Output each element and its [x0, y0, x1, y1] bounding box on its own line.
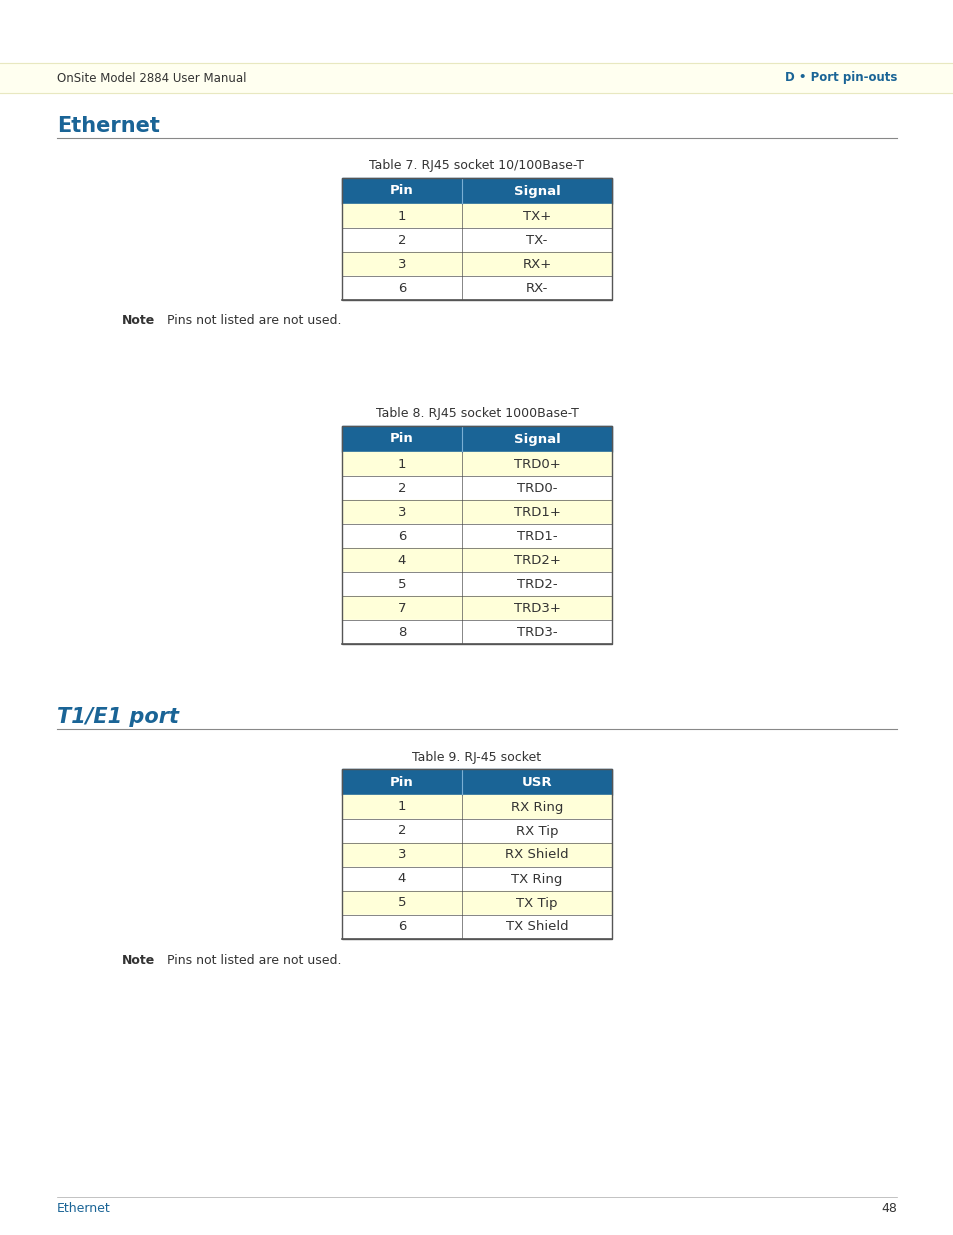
Text: D • Port pin-outs: D • Port pin-outs — [783, 72, 896, 84]
Bar — [341, 178, 612, 300]
Text: 3: 3 — [397, 505, 406, 519]
Bar — [341, 475, 612, 500]
Text: Ethernet: Ethernet — [57, 116, 160, 136]
Bar — [341, 275, 612, 300]
Text: RX+: RX+ — [522, 258, 551, 270]
Bar — [341, 867, 612, 890]
Text: Pin: Pin — [390, 184, 414, 198]
Text: RX Ring: RX Ring — [510, 800, 562, 814]
Text: TRD2+: TRD2+ — [513, 553, 559, 567]
Text: TRD3-: TRD3- — [517, 625, 557, 638]
Bar — [341, 795, 612, 819]
Bar — [0, 63, 953, 93]
Text: T1/E1 port: T1/E1 port — [57, 706, 179, 727]
Text: 5: 5 — [397, 578, 406, 590]
Text: TRD0-: TRD0- — [517, 482, 557, 494]
Bar — [341, 819, 612, 844]
Text: 3: 3 — [397, 848, 406, 862]
Bar — [341, 890, 612, 915]
Text: Pins not listed are not used.: Pins not listed are not used. — [167, 953, 341, 967]
Text: 6: 6 — [397, 920, 406, 934]
Bar — [341, 524, 612, 548]
Bar — [341, 620, 612, 643]
Text: Table 7. RJ45 socket 10/100Base-T: Table 7. RJ45 socket 10/100Base-T — [369, 159, 584, 173]
Text: TX Tip: TX Tip — [516, 897, 558, 909]
Text: Pin: Pin — [390, 432, 414, 446]
Text: 8: 8 — [397, 625, 406, 638]
Bar — [341, 252, 612, 275]
Text: Pins not listed are not used.: Pins not listed are not used. — [167, 315, 341, 327]
Text: Signal: Signal — [513, 184, 559, 198]
Text: Table 8. RJ45 socket 1000Base-T: Table 8. RJ45 socket 1000Base-T — [375, 408, 578, 420]
Text: Signal: Signal — [513, 432, 559, 446]
Bar — [341, 548, 612, 572]
Text: RX Shield: RX Shield — [505, 848, 568, 862]
Text: TX Ring: TX Ring — [511, 872, 562, 885]
Text: 48: 48 — [881, 1203, 896, 1215]
Bar — [341, 178, 612, 204]
Bar — [341, 452, 612, 475]
Text: Pin: Pin — [390, 776, 414, 788]
Bar — [341, 597, 612, 620]
Text: USR: USR — [521, 776, 552, 788]
Text: 4: 4 — [397, 553, 406, 567]
Text: Note: Note — [122, 953, 155, 967]
Text: OnSite Model 2884 User Manual: OnSite Model 2884 User Manual — [57, 72, 246, 84]
Bar — [341, 426, 612, 643]
Bar — [341, 769, 612, 795]
Text: 7: 7 — [397, 601, 406, 615]
Bar — [341, 915, 612, 939]
Text: 5: 5 — [397, 897, 406, 909]
Text: TRD1-: TRD1- — [517, 530, 557, 542]
Bar — [341, 844, 612, 867]
Text: RX-: RX- — [525, 282, 548, 294]
Text: 2: 2 — [397, 233, 406, 247]
Bar — [341, 204, 612, 228]
Bar — [341, 769, 612, 939]
Bar — [341, 228, 612, 252]
Text: TRD2-: TRD2- — [517, 578, 557, 590]
Text: TRD0+: TRD0+ — [513, 457, 559, 471]
Text: TRD3+: TRD3+ — [513, 601, 559, 615]
Text: 1: 1 — [397, 210, 406, 222]
Text: 1: 1 — [397, 457, 406, 471]
Text: Table 9. RJ-45 socket: Table 9. RJ-45 socket — [412, 751, 541, 763]
Text: 6: 6 — [397, 282, 406, 294]
Text: 6: 6 — [397, 530, 406, 542]
Text: TX Shield: TX Shield — [505, 920, 568, 934]
Text: TX-: TX- — [526, 233, 547, 247]
Text: Ethernet: Ethernet — [57, 1203, 111, 1215]
Text: 1: 1 — [397, 800, 406, 814]
Bar — [341, 426, 612, 452]
Text: RX Tip: RX Tip — [516, 825, 558, 837]
Text: TX+: TX+ — [522, 210, 551, 222]
Bar — [341, 500, 612, 524]
Text: TRD1+: TRD1+ — [513, 505, 559, 519]
Text: 3: 3 — [397, 258, 406, 270]
Text: 2: 2 — [397, 825, 406, 837]
Bar — [341, 572, 612, 597]
Text: 2: 2 — [397, 482, 406, 494]
Text: Note: Note — [122, 315, 155, 327]
Text: 4: 4 — [397, 872, 406, 885]
